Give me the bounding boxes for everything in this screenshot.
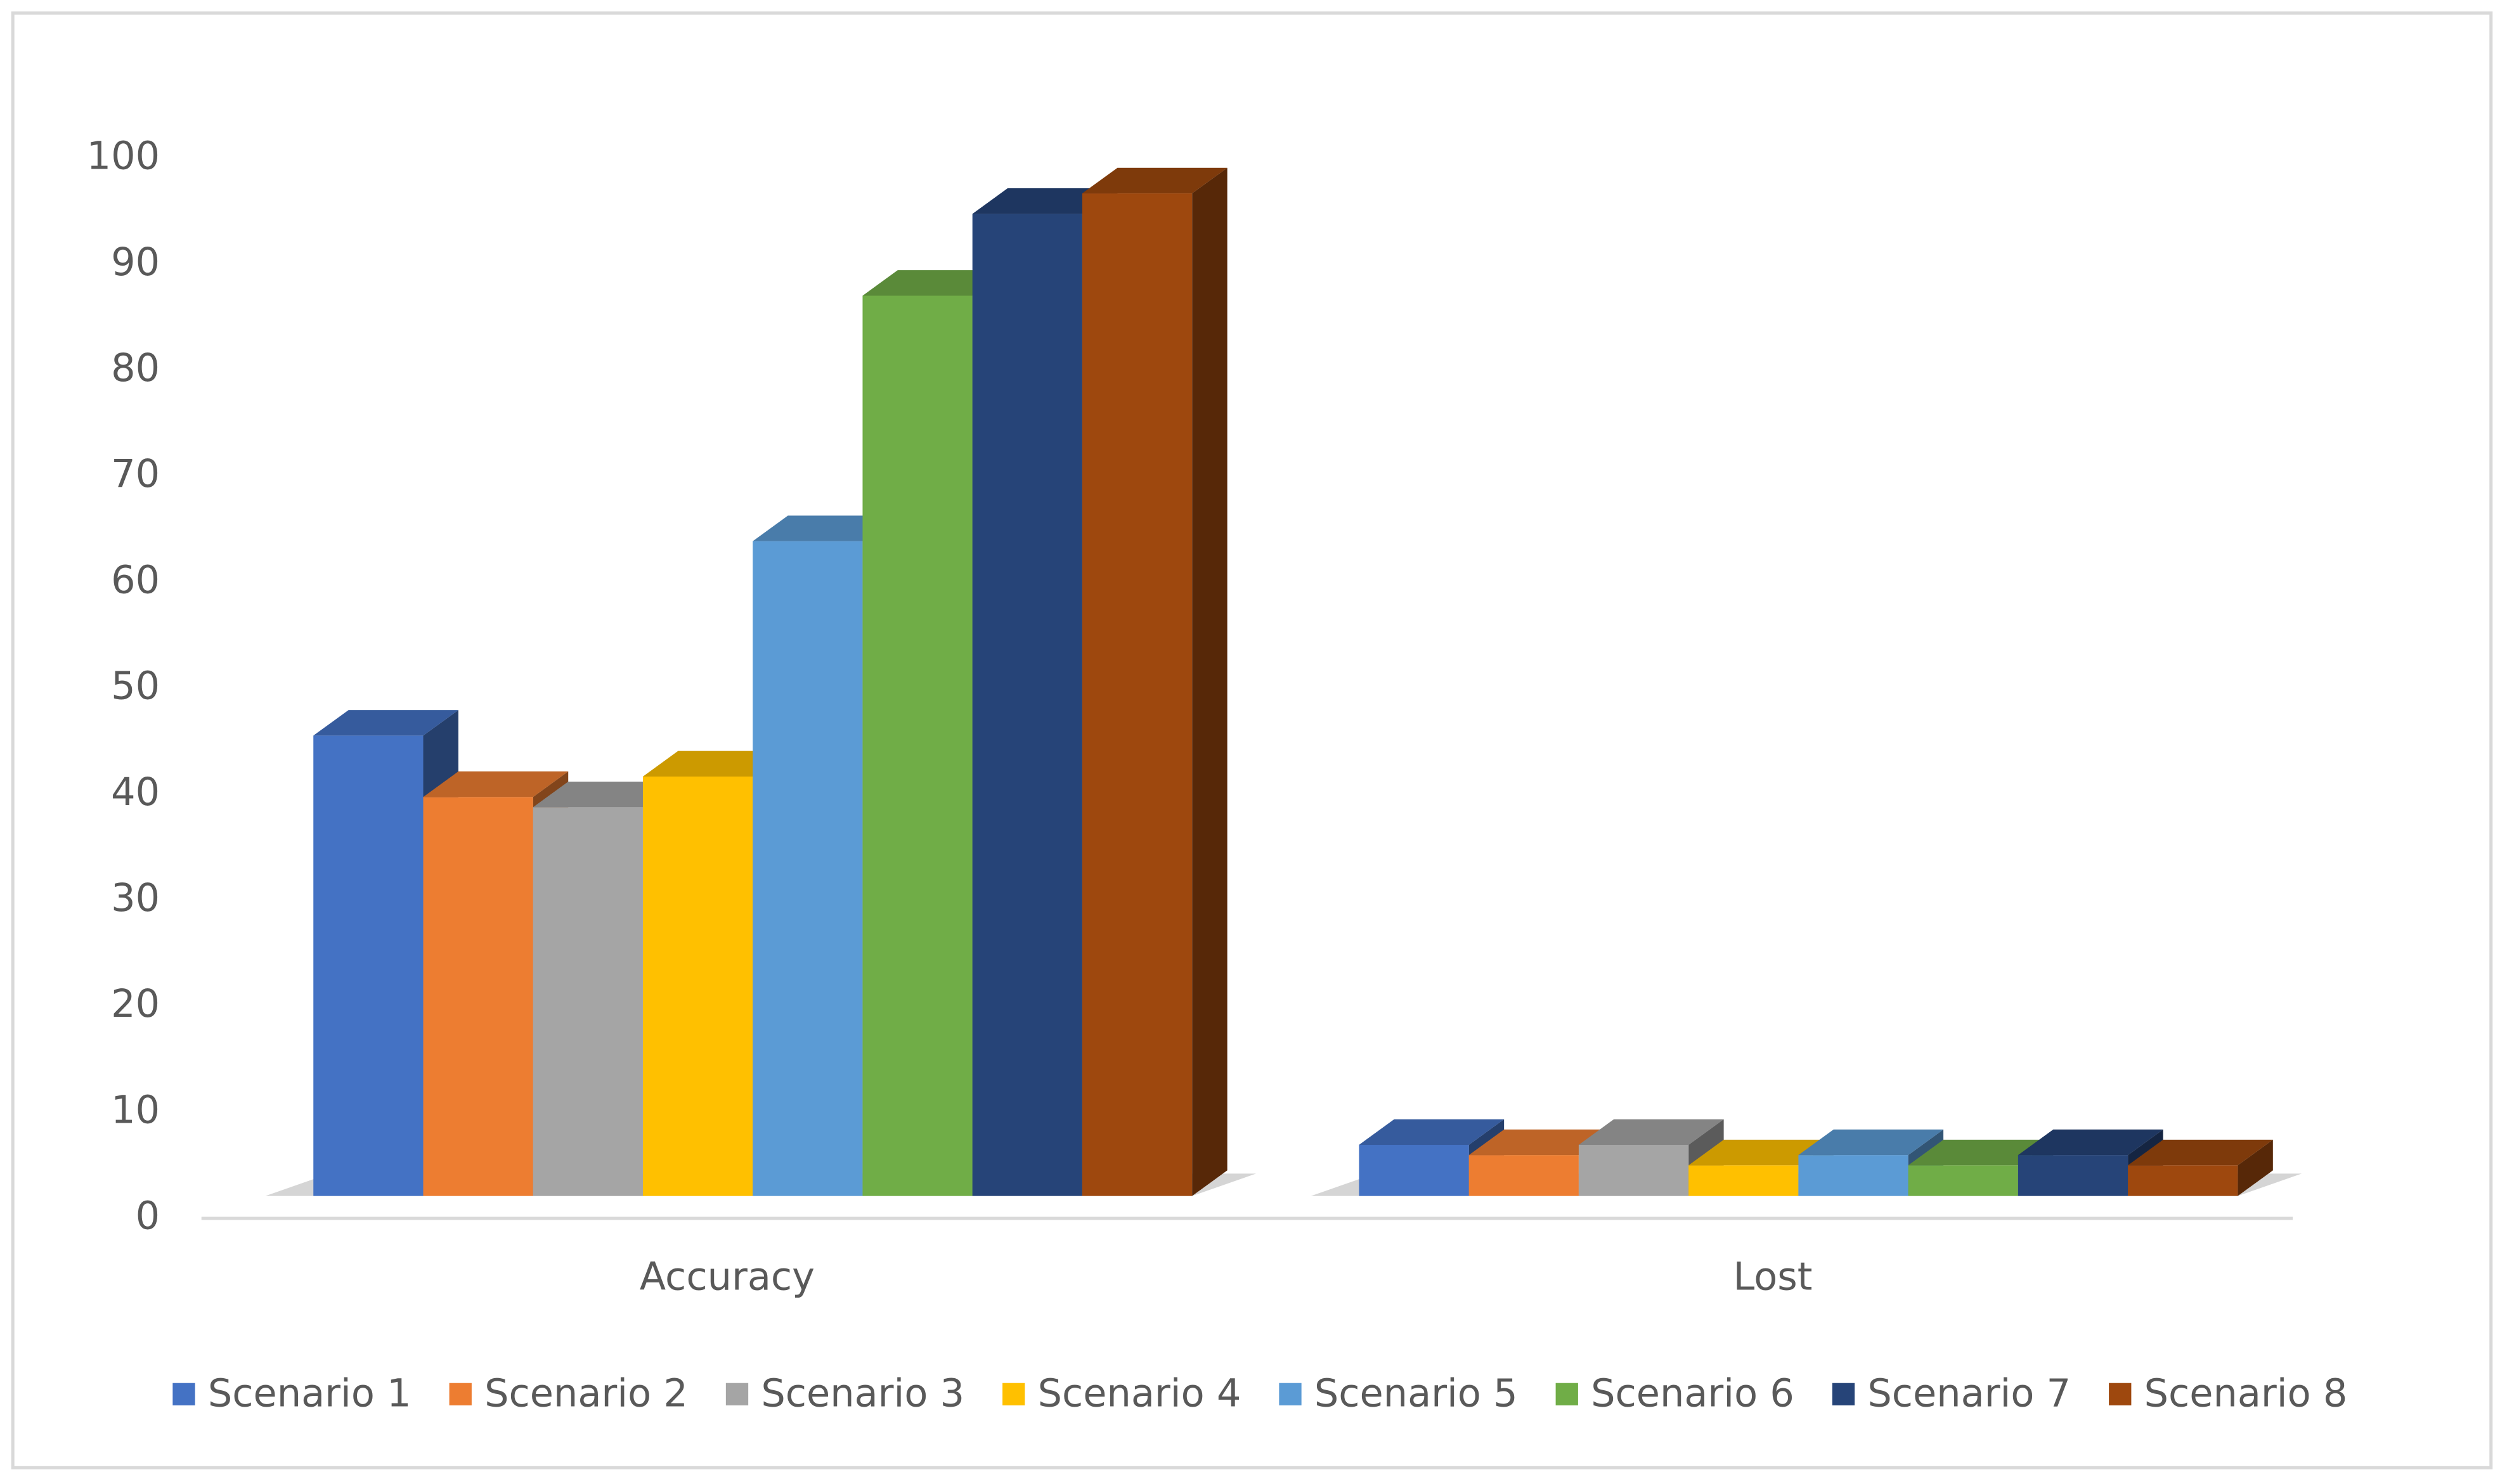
legend-swatch <box>725 1383 749 1405</box>
legend-label: Scenario 3 <box>761 1371 964 1416</box>
bar-top <box>2128 1139 2273 1166</box>
bar <box>862 295 973 1196</box>
bar <box>2018 1155 2128 1196</box>
legend-swatch <box>1002 1383 1025 1405</box>
legend-label: Scenario 4 <box>1038 1371 1241 1416</box>
bar-top <box>313 710 458 736</box>
y-tick-label: 90 <box>111 240 160 285</box>
bar-top <box>1908 1139 2054 1166</box>
bar <box>1578 1144 1689 1196</box>
legend-label: Scenario 8 <box>2144 1371 2348 1416</box>
bar-top <box>2018 1129 2163 1156</box>
bar <box>642 776 753 1196</box>
legend-label: Scenario 1 <box>208 1371 411 1416</box>
y-tick-label: 70 <box>111 452 160 496</box>
y-tick-label: 10 <box>111 1088 160 1132</box>
bar-top <box>1082 167 1228 194</box>
bar <box>2128 1165 2238 1196</box>
bar <box>423 797 533 1196</box>
y-tick-label: 100 <box>87 134 160 179</box>
bar-top <box>533 782 678 808</box>
legend-label: Scenario 2 <box>484 1371 688 1416</box>
legend-label: Scenario 7 <box>1867 1371 2071 1416</box>
y-tick-label: 80 <box>111 346 160 390</box>
bar-top <box>1359 1119 1505 1145</box>
bar-top <box>862 270 1008 296</box>
bar-top <box>1688 1139 1834 1166</box>
y-tick-label: 40 <box>111 770 160 815</box>
y-tick-label: 60 <box>111 558 160 602</box>
legend-swatch <box>1832 1383 1855 1405</box>
bar <box>313 735 424 1196</box>
x-tick-label: Accuracy <box>640 1255 815 1299</box>
bar <box>1798 1155 1908 1196</box>
bar-top <box>423 771 569 797</box>
bar-top <box>1578 1119 1724 1145</box>
x-tick-label: Lost <box>1733 1255 1813 1299</box>
bar-top <box>1468 1129 1614 1156</box>
bar <box>972 214 1082 1196</box>
y-tick-label: 20 <box>111 982 160 1026</box>
bar-side <box>2238 1139 2273 1196</box>
legend-swatch <box>1279 1383 1302 1405</box>
y-tick-label: 50 <box>111 664 160 709</box>
legend-label: Scenario 6 <box>1591 1371 1794 1416</box>
bar-side <box>1192 167 1228 1196</box>
bar <box>1082 193 1193 1196</box>
legend-swatch <box>1555 1383 1578 1405</box>
legend-swatch <box>449 1383 472 1405</box>
legend-swatch <box>2109 1383 2132 1405</box>
y-tick-label: 0 <box>136 1194 160 1239</box>
y-tick-label: 30 <box>111 876 160 920</box>
bar <box>1468 1155 1579 1196</box>
bar <box>1359 1144 1469 1196</box>
bar-top <box>1798 1129 1944 1156</box>
bar <box>753 541 863 1196</box>
bar <box>533 807 643 1196</box>
bar-top <box>972 188 1118 214</box>
bar-top <box>753 515 898 541</box>
bar <box>1908 1165 2018 1196</box>
bar <box>1688 1165 1799 1196</box>
legend-label: Scenario 5 <box>1314 1371 1518 1416</box>
legend-swatch <box>172 1383 195 1405</box>
bar-top <box>642 751 788 777</box>
